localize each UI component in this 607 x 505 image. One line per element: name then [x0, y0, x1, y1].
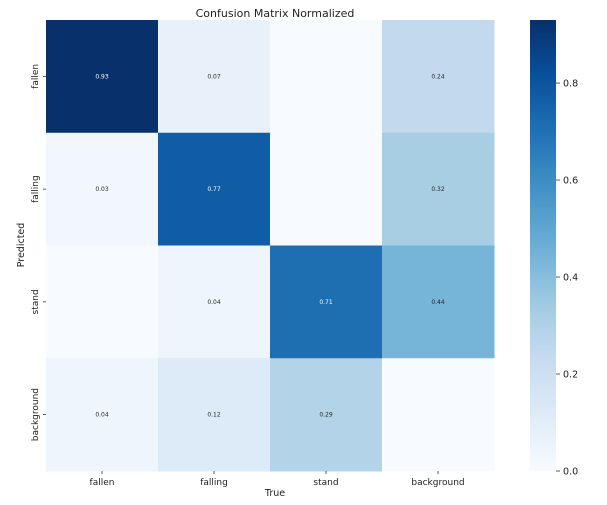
colorbar-tick-label: 0.0 [563, 467, 578, 478]
heatmap-cell [270, 245, 383, 359]
y-tick-label: stand [31, 289, 41, 314]
colorbar [530, 20, 556, 471]
cell-value-label: 0.07 [207, 73, 221, 80]
y-tick-label: falling [31, 175, 41, 203]
cell-value-label: 0.24 [431, 73, 445, 80]
heatmap-cell [382, 245, 495, 359]
y-tick-label: background [31, 388, 41, 441]
colorbar-tick-label: 0.6 [563, 176, 578, 187]
colorbar-tick-label: 0.4 [563, 273, 578, 284]
cell-value-label: 0.03 [95, 186, 109, 193]
cell-value-label: 0.77 [207, 186, 221, 193]
cell-value-label: 0.04 [95, 412, 109, 419]
heatmap-cell [158, 132, 271, 246]
cell-value-label: 0.93 [95, 73, 109, 80]
cell-value-label: 0.44 [431, 299, 445, 306]
heatmap-cell [158, 20, 271, 134]
heatmap-cell [46, 245, 159, 359]
y-tick-label: fallen [31, 64, 41, 89]
heatmap-cell [270, 20, 383, 134]
heatmap-cell [46, 20, 159, 134]
heatmap-cell [46, 358, 159, 472]
y-axis-label: Predicted [16, 223, 27, 268]
heatmap-cells: 0.93 0.07 0.24 0.03 0.77 0.32 0.04 0.71 0.44 0.04… [46, 20, 495, 472]
heatmap-cell [158, 358, 271, 472]
heatmap-cell [382, 358, 495, 472]
chart-title: Confusion Matrix Normalized [196, 7, 355, 20]
x-tick-label: stand [313, 478, 338, 488]
x-axis-label: True [264, 488, 285, 499]
x-tick-label: fallen [90, 478, 115, 488]
heatmap-cell [46, 132, 159, 246]
colorbar-tick-label: 0.2 [563, 370, 578, 381]
x-axis-ticks: fallen falling stand background [90, 471, 465, 488]
y-axis-ticks: fallen falling stand background [31, 64, 46, 441]
cell-value-label: 0.71 [319, 299, 333, 306]
heatmap-cell [270, 358, 383, 472]
heatmap-cell [270, 132, 383, 246]
x-tick-label: background [411, 478, 464, 488]
cell-value-label: 0.29 [319, 412, 333, 419]
heatmap-cell [382, 20, 495, 134]
colorbar-tick-label: 0.8 [563, 79, 578, 90]
colorbar-ticks: 0.0 0.2 0.4 0.6 0.8 [556, 79, 578, 478]
heatmap-cell [382, 132, 495, 246]
cell-value-label: 0.32 [431, 186, 445, 193]
heatmap-cell [158, 245, 271, 359]
cell-value-label: 0.04 [207, 299, 221, 306]
x-tick-label: falling [200, 478, 228, 488]
cell-value-label: 0.12 [207, 412, 221, 419]
